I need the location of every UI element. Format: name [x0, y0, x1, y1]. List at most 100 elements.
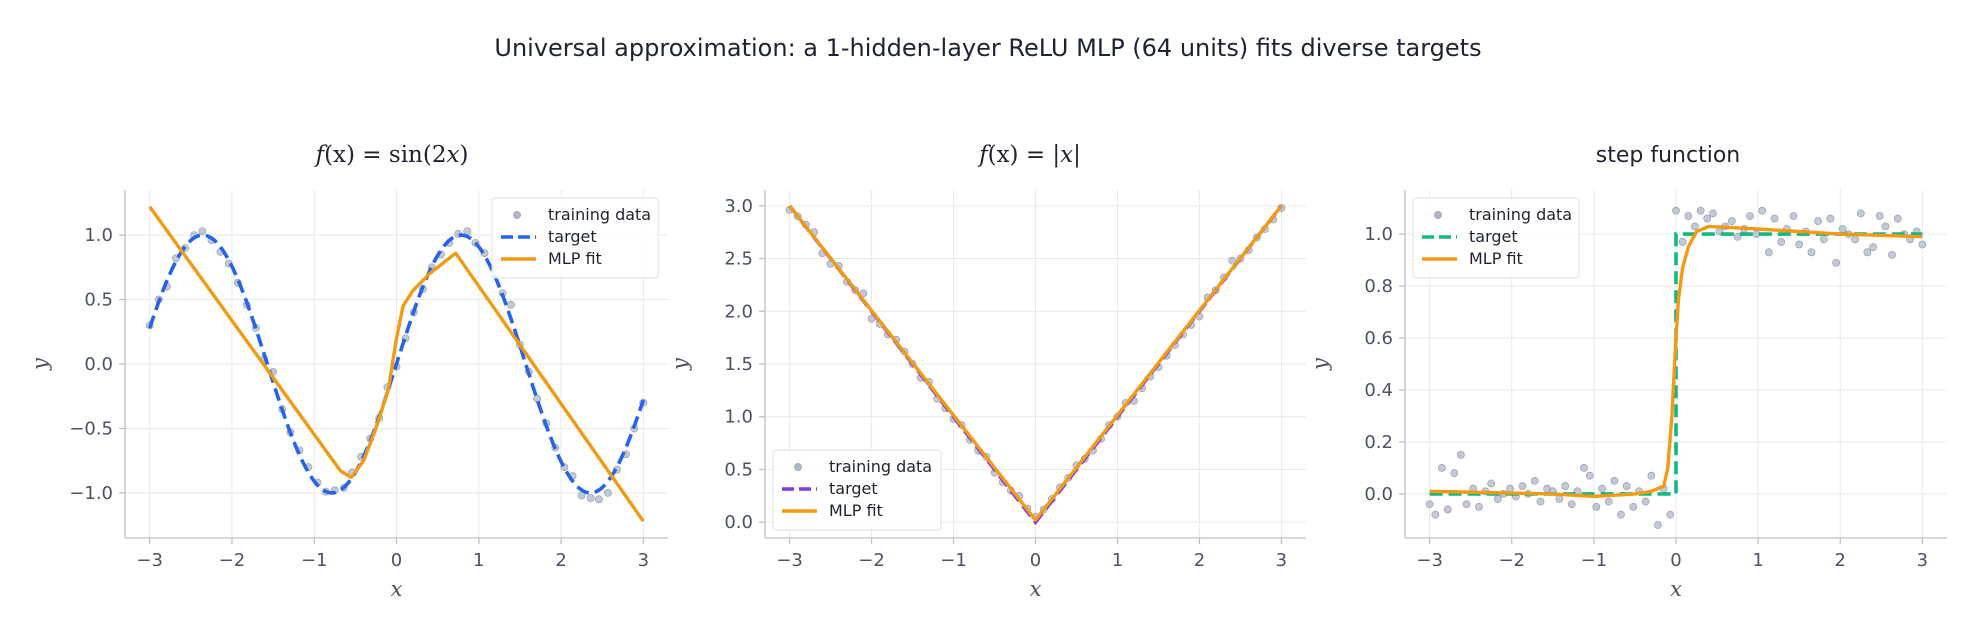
x-tick-label: −3: [776, 550, 803, 571]
x-tick-label: 3: [1917, 550, 1928, 571]
scatter-point: [1431, 510, 1440, 519]
x-tick-label: −1: [1581, 550, 1608, 571]
x-tick-label: 3: [1276, 550, 1287, 571]
plot-area: [145, 205, 648, 523]
y-tick-label: −0.5: [69, 418, 113, 439]
x-axis-label: x: [391, 577, 403, 601]
scatter-point: [1530, 476, 1539, 485]
legend-marker-data: [794, 463, 802, 471]
scatter-point: [1450, 469, 1459, 477]
panel-abs: f(x) = |x| −3 −2 −1 0 1 2 3 0.0 0.5 1.0 1.5 2.0 2.5 3…: [668, 142, 1306, 601]
scatter-point: [594, 495, 603, 504]
y-tick-label: 1.5: [724, 354, 753, 375]
scatter-point: [1610, 476, 1619, 485]
scatter-point: [1875, 212, 1884, 220]
scatter-point: [1425, 500, 1434, 509]
y-axis-label: y: [1308, 357, 1332, 371]
y-tick-label: 2.5: [724, 249, 753, 270]
scatter-point: [1641, 497, 1650, 506]
y-tick-label: 1.0: [1364, 224, 1393, 245]
legend-entry: target: [1469, 227, 1518, 246]
scatter-point: [1863, 248, 1872, 257]
scatter-point: [506, 300, 515, 309]
x-tick-label: 1: [1112, 550, 1123, 571]
x-axis-label: x: [1670, 577, 1682, 601]
x-tick-label: 3: [638, 550, 649, 571]
legend-entry: MLP fit: [829, 501, 883, 520]
y-tick-label: 0.5: [724, 459, 753, 480]
y-tick-label: 0.0: [724, 512, 753, 533]
scatter-point: [1654, 521, 1662, 529]
scatter-point: [1851, 235, 1859, 244]
scatter-point: [1684, 212, 1693, 220]
scatter-point: [1819, 235, 1828, 244]
scatter-point: [1893, 214, 1902, 223]
panel-title: f(x) = |x|: [977, 142, 1081, 168]
scatter-point: [1555, 495, 1564, 503]
panel-step: step function −3 −2 −1 0 1 2 3 0.0 0.2 0.4 0.6 0.8 1…: [1308, 143, 1947, 601]
scatter-point: [1856, 209, 1865, 218]
x-tick-label: 0: [1670, 550, 1681, 571]
y-tick-label: 0.2: [1364, 432, 1393, 453]
plot-area: [1425, 206, 1927, 529]
scatter-point: [1561, 482, 1570, 490]
legend: training data target MLP fit: [772, 449, 942, 531]
legend-marker-data: [1434, 211, 1442, 219]
scatter-point: [1617, 510, 1625, 519]
scatter-point: [1666, 510, 1675, 519]
legend-entry: MLP fit: [1469, 249, 1523, 268]
y-tick-label: −1.0: [69, 483, 113, 504]
x-axis-label: x: [1030, 577, 1042, 601]
scatter-point: [1629, 502, 1638, 511]
scatter-point: [1475, 502, 1483, 511]
target-line: [147, 233, 646, 495]
scatter-point: [1456, 450, 1465, 459]
y-tick-label: 0.8: [1364, 276, 1393, 297]
scatter-point: [1647, 471, 1656, 480]
scatter-point: [1826, 214, 1835, 223]
y-tick-label: 3.0: [724, 196, 753, 217]
x-tick-label: 2: [1194, 550, 1205, 571]
y-tick-label: 0.5: [84, 290, 113, 311]
scatter-point: [1777, 238, 1786, 246]
legend-entry: target: [829, 479, 878, 498]
scatter-point: [1814, 217, 1822, 226]
x-tick-label: 1: [473, 550, 484, 571]
plot-area: [785, 204, 1286, 526]
x-tick-label: −1: [301, 550, 328, 571]
x-tick-label: −3: [136, 550, 163, 571]
scatter-point: [1604, 497, 1613, 506]
legend-entry: MLP fit: [548, 249, 602, 268]
scatter-point: [1746, 212, 1754, 220]
y-tick-label: 0.0: [84, 354, 113, 375]
scatter-point: [1888, 251, 1896, 259]
legend-marker-data: [513, 211, 521, 219]
scatter-point: [1807, 248, 1816, 257]
scatter-point: [1518, 482, 1527, 490]
legend-entry: training data: [829, 457, 932, 476]
scatter-point: [1592, 502, 1601, 511]
mlp-fit-line: [148, 205, 645, 523]
scatter-point: [1832, 258, 1841, 267]
x-tick-label: −1: [940, 550, 967, 571]
scatter-point: [1838, 225, 1847, 233]
scatter-point: [1678, 238, 1687, 246]
scatter-point: [198, 227, 207, 236]
scatter-point: [1567, 500, 1576, 509]
x-tick-label: 0: [391, 550, 402, 571]
scatter-point: [1622, 482, 1631, 490]
y-tick-label: 1.0: [724, 407, 753, 428]
legend: training data target MLP fit: [491, 197, 659, 279]
y-tick-label: 1.0: [84, 225, 113, 246]
y-axis-label: y: [28, 357, 52, 371]
scatter-point: [1709, 209, 1717, 218]
scatter-point: [1438, 463, 1446, 472]
scatter-point: [533, 394, 542, 403]
scatter-point: [1789, 212, 1798, 220]
scatter-point: [1770, 214, 1779, 223]
scatter-point: [1918, 240, 1927, 249]
scatter-point: [1598, 484, 1606, 493]
panel-sin: f(x) = sin(2x) −3 −2 −1 0 1 2 3 −1.0 −0.5 0.0 0.5 1…: [28, 142, 668, 601]
y-tick-label: 0.4: [1364, 380, 1393, 401]
y-axis-label: y: [668, 357, 692, 371]
